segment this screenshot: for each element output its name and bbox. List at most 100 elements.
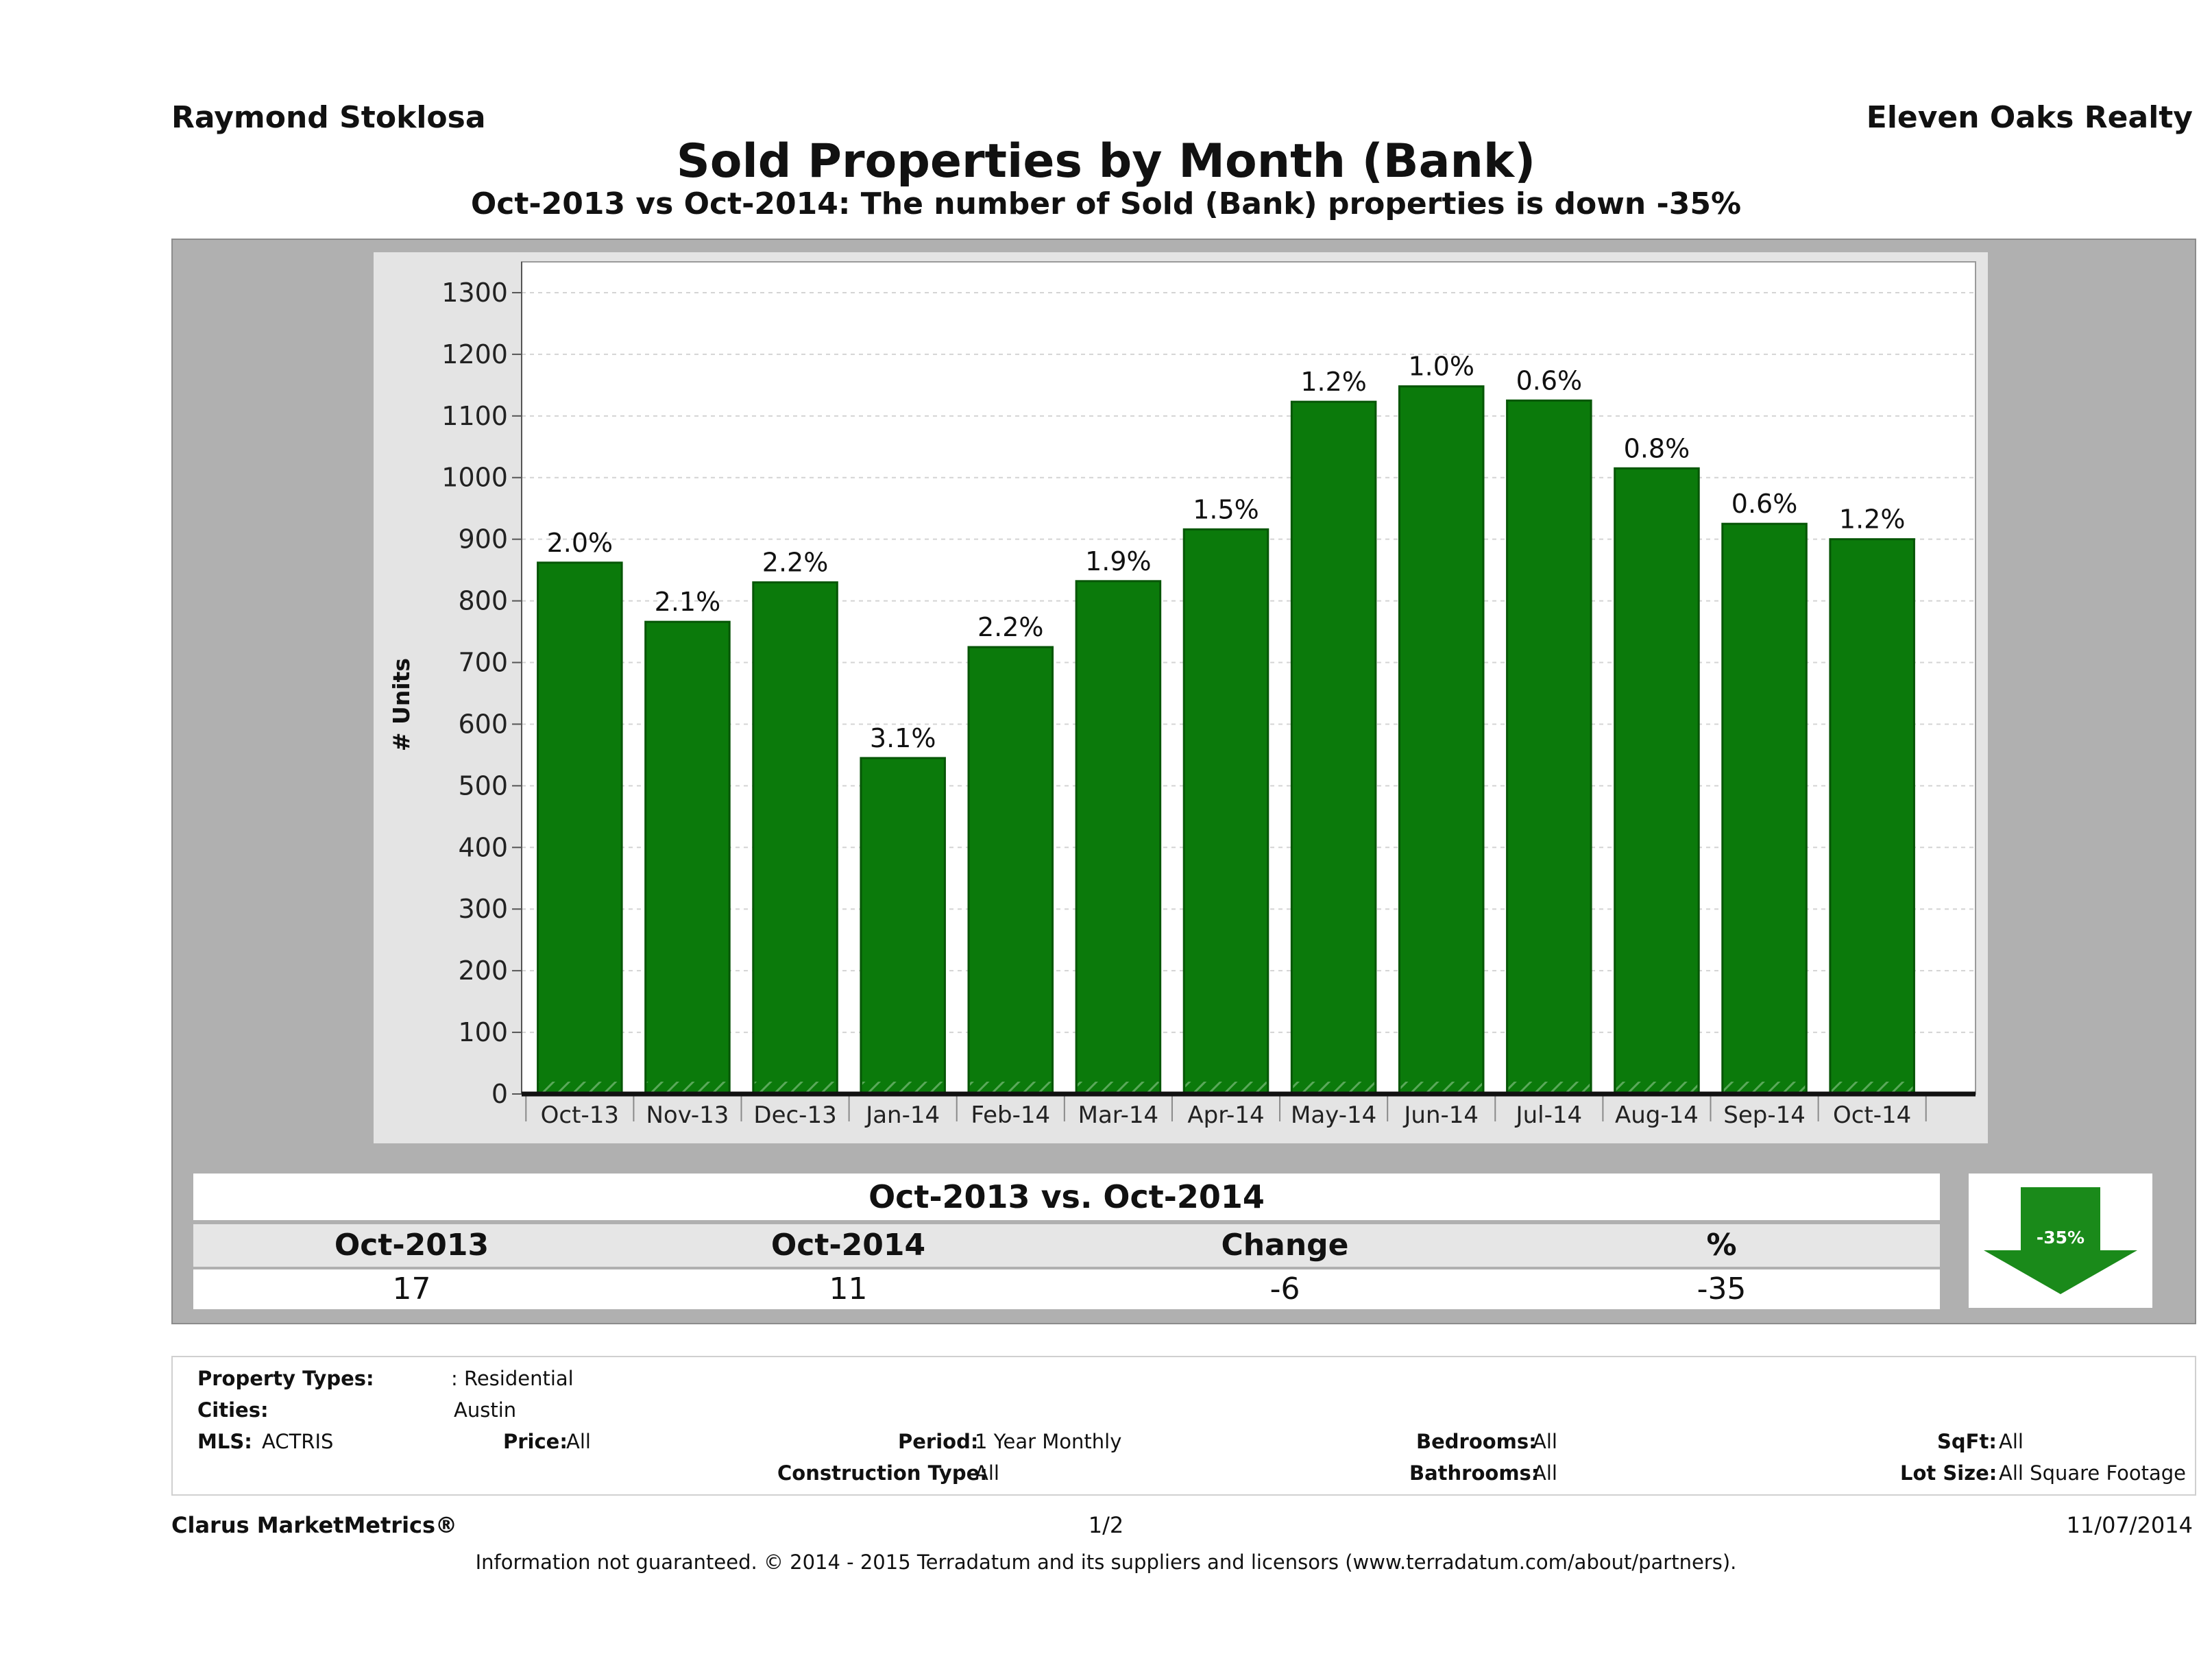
data-label: 1.0% [1408, 352, 1474, 382]
x-tick-label: Aug-14 [1615, 1102, 1699, 1129]
x-tick-label: Oct-14 [1833, 1102, 1911, 1129]
bar [1398, 385, 1485, 1095]
bar-bank-segment [1616, 1082, 1698, 1094]
property-types-label: Property Types: [197, 1367, 374, 1390]
report-subtitle: Oct-2013 vs Oct-2014: The number of Sold… [470, 186, 1742, 221]
cities-label: Cities: [197, 1398, 269, 1422]
x-tick-label: Nov-13 [646, 1102, 729, 1129]
data-label: 2.1% [655, 587, 721, 617]
bar-bank-segment [539, 1082, 621, 1094]
bar [1614, 467, 1700, 1095]
bathrooms-value: All [1533, 1461, 1557, 1485]
disclaimer: Information not guaranteed. © 2014 - 201… [475, 1551, 1737, 1574]
bar [1290, 400, 1377, 1095]
comparison-value: -6 [1269, 1272, 1300, 1306]
broker-name: Eleven Oaks Realty [1866, 100, 2193, 135]
x-tick-label: Jan-14 [864, 1102, 940, 1129]
data-label: 0.8% [1624, 433, 1690, 463]
x-tick-label: Oct-13 [541, 1102, 619, 1129]
y-tick-label: 600 [458, 709, 508, 739]
data-label: 2.0% [547, 528, 613, 558]
bar-bank-segment [754, 1082, 836, 1094]
comparison-title: Oct-2013 vs. Oct-2014 [868, 1178, 1265, 1215]
bar-bank-segment [1293, 1082, 1374, 1094]
x-tick-label: Apr-14 [1187, 1102, 1264, 1129]
bedrooms-label: Bedrooms: [1416, 1430, 1537, 1453]
property-types-value: : Residential [451, 1367, 574, 1390]
comparison-header: Change [1221, 1228, 1349, 1263]
y-tick-label: 400 [458, 832, 508, 862]
bar [1182, 528, 1269, 1095]
x-tick-label: Mar-14 [1078, 1102, 1159, 1129]
bar-bank-segment [1400, 1082, 1483, 1094]
comparison-header-row: Oct-2013 Oct-2014 Change % [193, 1224, 1940, 1267]
period-label: Period: [898, 1430, 979, 1453]
comparison-table: Oct-2013 vs. Oct-2014 Oct-2013 Oct-2014 … [193, 1174, 1940, 1309]
x-tick-label: Jun-14 [1402, 1102, 1479, 1129]
bar [967, 646, 1054, 1095]
comparison-header: Oct-2014 [770, 1228, 926, 1263]
bar [752, 581, 838, 1095]
x-tick-label: Dec-13 [753, 1102, 836, 1129]
sqft-value: All [1999, 1430, 2023, 1453]
y-tick-label: 1300 [441, 278, 508, 308]
bar-bank-segment [1185, 1082, 1267, 1094]
comparison-value: -35 [1697, 1272, 1747, 1306]
data-label: 1.5% [1193, 494, 1259, 524]
down-arrow-icon [1984, 1187, 2137, 1294]
agent-name: Raymond Stoklosa [171, 100, 486, 135]
mls-value: ACTRIS [262, 1430, 334, 1453]
change-badge: -35% [1969, 1174, 2152, 1308]
bar [1829, 538, 1915, 1095]
y-tick-label: 900 [458, 524, 508, 555]
price-label: Price: [503, 1430, 568, 1453]
bar-bank-segment [862, 1082, 944, 1094]
bar-bank-segment [1831, 1082, 1913, 1094]
x-tick-label: May-14 [1291, 1102, 1376, 1129]
y-tick-label: 100 [458, 1017, 508, 1047]
bar-bank-segment [646, 1082, 729, 1094]
bar [1506, 399, 1592, 1095]
y-tick-label: 1200 [441, 339, 508, 369]
comparison-value-row: 17 11 -6 -35 [193, 1269, 1940, 1309]
data-label: 1.9% [1085, 546, 1152, 576]
x-axis-ticks: Oct-13 Nov-13 Dec-13 Jan-14 Feb-14 Mar-14 Apr-… [522, 1091, 1976, 1129]
bar [860, 757, 946, 1095]
sqft-label: SqFt: [1937, 1430, 1997, 1453]
x-tick-label: Feb-14 [971, 1102, 1050, 1129]
change-badge-label: -35% [2037, 1228, 2085, 1248]
bedrooms-value: All [1533, 1430, 1557, 1453]
bar-bank-segment [1723, 1082, 1806, 1094]
report-date: 11/07/2014 [2066, 1512, 2193, 1538]
y-tick-label: 0 [491, 1079, 508, 1109]
y-axis-ticks: 0 100 200 300 400 500 600 700 800 900 1000 1100 1200… [441, 262, 522, 1109]
brand-name: Clarus MarketMetrics® [171, 1512, 458, 1538]
bar [644, 620, 731, 1095]
data-label: 3.1% [870, 723, 936, 753]
bar [1075, 580, 1162, 1095]
x-tick-label: Jul-14 [1515, 1102, 1583, 1129]
cities-value: Austin [454, 1398, 517, 1422]
data-label: 2.2% [762, 548, 829, 578]
comparison-header: % [1706, 1228, 1737, 1263]
period-value: 1 Year Monthly [975, 1430, 1122, 1453]
comparison-title-row: Oct-2013 vs. Oct-2014 [193, 1174, 1940, 1220]
y-tick-label: 200 [458, 956, 508, 986]
construction-type-label: Construction Type: [777, 1461, 988, 1485]
bar [1721, 522, 1808, 1095]
bar-bank-segment [1508, 1082, 1590, 1094]
comparison-header: Oct-2013 [334, 1228, 489, 1263]
bar-bank-segment [1078, 1082, 1159, 1094]
data-label: 0.6% [1516, 365, 1583, 396]
bars: 2.0% 2.1% 2.2% 3.1% 2.2% 1.9% 1.5% 1.2% 1.0% 0.6%… [537, 352, 1915, 1095]
lot-size-value: All Square Footage [1999, 1461, 2187, 1485]
data-label: 1.2% [1300, 367, 1367, 397]
lot-size-label: Lot Size: [1900, 1461, 1997, 1485]
bathrooms-label: Bathrooms: [1409, 1461, 1540, 1485]
x-tick-label: Sep-14 [1723, 1102, 1806, 1129]
construction-type-value: All [975, 1461, 999, 1485]
comparison-value: 11 [829, 1272, 868, 1306]
y-tick-label: 500 [458, 770, 508, 801]
price-value: All [566, 1430, 591, 1453]
y-tick-label: 1100 [441, 401, 508, 431]
